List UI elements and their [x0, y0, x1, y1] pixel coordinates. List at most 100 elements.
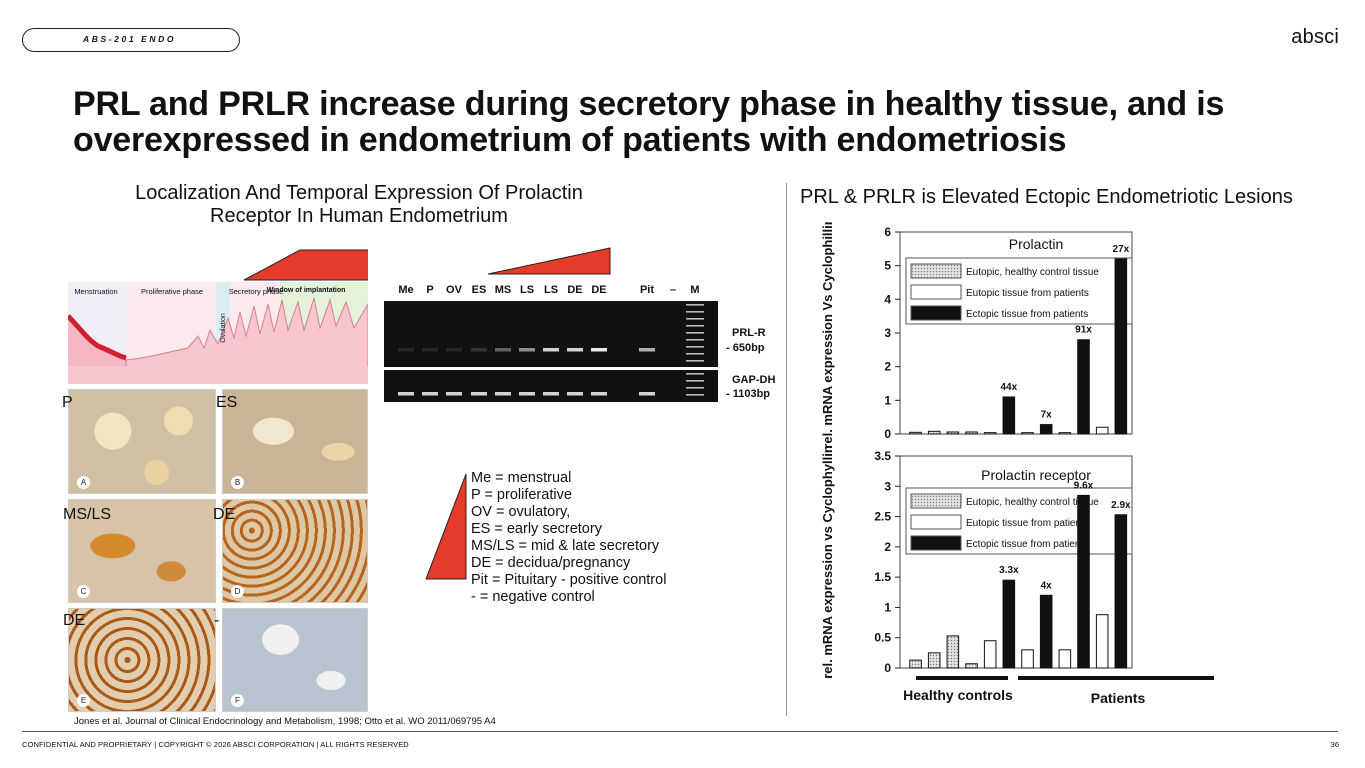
gel-marker-band: [686, 318, 704, 320]
gel-band: [495, 348, 511, 352]
legend-line: OV = ovulatory,: [471, 504, 571, 520]
gel-band: [591, 392, 607, 396]
gel-lane-labels: Me P OV ES MS LS LS DE DE Pit – M: [398, 284, 699, 296]
legend-swatch: [910, 514, 962, 530]
gel-marker-band: [686, 339, 704, 341]
gel-band: [543, 392, 559, 396]
bar-label: 9.6x: [1074, 480, 1094, 491]
expression-ramp-gel-icon: [487, 247, 611, 275]
gel-marker-band: [686, 332, 704, 334]
gel-band: [519, 348, 535, 352]
gel-label-650bp: - 650bp: [726, 342, 765, 354]
phase-label-window: Window of implantation: [267, 287, 346, 294]
legend-line: P = proliferative: [471, 487, 572, 503]
gel-band: [639, 392, 655, 396]
gel-lane-label: M: [690, 284, 699, 296]
micrograph-de-2: E: [68, 608, 216, 712]
bar: [927, 652, 941, 669]
legend-line: MS/LS = mid & late secretory: [471, 538, 660, 554]
bar-label: 3.3x: [999, 565, 1019, 576]
gel-label-1103bp: - 1103bp: [726, 388, 770, 400]
gel-lane-label: Me: [398, 284, 413, 296]
bar: [909, 431, 922, 435]
legend-label: Eutopic, healthy control tissue: [966, 267, 1099, 278]
bar: [983, 432, 997, 435]
micrograph-letter: E: [77, 694, 90, 707]
gel-marker-band: [686, 394, 704, 396]
phase-label-menstruation: Menstruation: [74, 287, 117, 296]
gel-lane-label: OV: [446, 284, 463, 296]
y-tick-label: 0.5: [874, 631, 891, 645]
y-tick-label: 3.5: [874, 449, 891, 463]
chart-frame: [899, 455, 1133, 669]
micrograph-de-1: D: [222, 499, 368, 603]
chart-title: Prolactin receptor: [981, 467, 1091, 483]
panel-label-de: DE: [213, 506, 236, 523]
gel-label-prlr: PRL-R: [732, 327, 766, 339]
y-tick-label: 2: [884, 540, 891, 554]
y-tick-label: 5: [884, 259, 891, 273]
gel-marker-band: [686, 360, 704, 362]
absci-logo: absci: [1291, 26, 1339, 48]
gel-band: [422, 348, 438, 352]
citation: Jones et al. Journal of Clinical Endocri…: [74, 716, 496, 727]
panel-label-p: P: [62, 394, 73, 411]
legend-line: ES = early secretory: [471, 521, 602, 537]
gel-lane-label: DE: [591, 284, 606, 296]
bar: [1077, 339, 1090, 435]
chart-title: Prolactin: [1009, 236, 1063, 252]
expression-ramp-left-icon: [243, 249, 368, 281]
expression-ramp-legend-icon: [425, 473, 467, 580]
legend-label: Eutopic tissue from patients: [966, 518, 1089, 529]
slide-title: PRL and PRLR increase during secretory p…: [73, 85, 1225, 159]
y-axis-label: rel. mRNA expression vs Cyclophyllin: [820, 445, 835, 679]
micrograph-es: B: [222, 389, 368, 494]
y-tick-label: 4: [884, 292, 891, 306]
y-tick-label: 2: [884, 360, 891, 374]
gel-lane-label: –: [670, 284, 676, 296]
y-tick-label: 0: [884, 661, 891, 675]
bar-label: 27x: [1113, 244, 1130, 255]
phase-label-secretory: Secretory phase: [229, 287, 284, 296]
section-tag: ABS-201 ENDO: [22, 28, 240, 52]
gel-band: [398, 348, 414, 352]
page-number: 36: [1330, 740, 1339, 749]
bar: [965, 663, 978, 669]
micrograph-ms-ls: C: [68, 499, 216, 603]
gel-lane-label: P: [426, 284, 433, 296]
gel-band: [422, 392, 438, 396]
bar-label: 91x: [1075, 325, 1092, 336]
legend-line: Me = menstrual: [471, 470, 572, 486]
legend-swatch: [910, 263, 962, 279]
footer-text: CONFIDENTIAL AND PROPRIETARY | COPYRIGHT…: [22, 740, 409, 749]
bar: [1039, 594, 1053, 669]
legend-line: - = negative control: [471, 589, 595, 605]
gel-lane-label: MS: [495, 284, 512, 296]
y-tick-label: 3: [884, 479, 891, 493]
legend-line: DE = decidua/pregnancy: [471, 555, 631, 571]
micrograph-negative: F: [222, 608, 368, 712]
gel-band: [446, 348, 462, 352]
right-heading: PRL & PRLR is Elevated Ectopic Endometri…: [800, 186, 1293, 208]
group-label-healthy: Healthy controls: [903, 687, 1013, 703]
bar: [1095, 426, 1109, 435]
gel-lane-label: DE: [567, 284, 582, 296]
y-tick-label: 1: [884, 600, 891, 614]
gel-band: [471, 348, 487, 352]
legend-swatch: [910, 493, 962, 509]
gel-lane-label: Pit: [640, 284, 654, 296]
y-tick-label: 1.5: [874, 570, 891, 584]
gel-band: [398, 392, 414, 396]
gel-marker-band: [686, 373, 704, 375]
endometrium-cycle-diagram: Menstruation Proliferative phase Ovulati…: [68, 249, 368, 384]
gel-lane-label: LS: [520, 284, 534, 296]
gel-band: [567, 348, 583, 352]
gel-label-gapdh: GAP-DH: [732, 374, 775, 386]
panel-label-ms-ls: MS/LS: [63, 506, 112, 523]
bar: [1021, 432, 1034, 435]
vertical-divider: [786, 183, 787, 716]
gel-band: [495, 392, 511, 396]
y-tick-label: 3: [884, 326, 891, 340]
bar: [1114, 514, 1128, 669]
rt-pcr-gel: Me P OV ES MS LS LS DE DE Pit – M PRL-R - 650bp GAP…: [384, 247, 775, 402]
